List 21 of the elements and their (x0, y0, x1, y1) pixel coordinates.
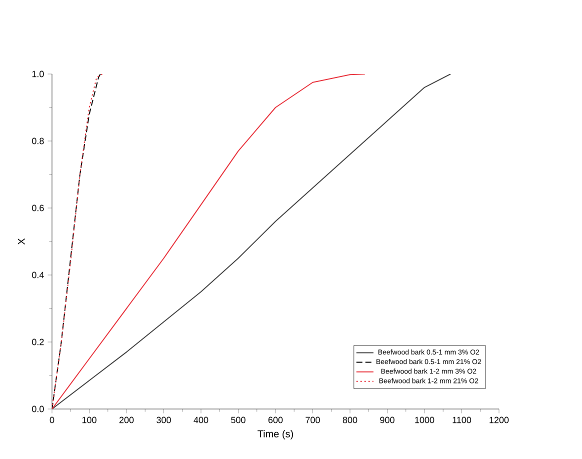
x-tick-label: 1000 (415, 416, 434, 424)
y-tick-label: 0.4 (32, 272, 44, 278)
y-tick-label: 1.0 (32, 70, 44, 78)
x-tick-label: 900 (380, 416, 394, 424)
y-axis-title: X (18, 238, 25, 245)
x-tick-label: 0 (50, 416, 54, 424)
x-tick-label: 500 (231, 416, 246, 424)
y-tick-label: 0.2 (32, 338, 44, 346)
y-tick-label: 0.0 (32, 406, 44, 412)
x-tick-label: 1200 (490, 416, 509, 424)
y-tick-label: 0.6 (32, 204, 44, 212)
y-tick-label: 0.8 (32, 138, 44, 144)
x-tick-label: 200 (119, 416, 134, 424)
x-tick-label: 1100 (452, 416, 472, 424)
x-tick-label: 300 (156, 416, 171, 424)
x-tick-label: 400 (194, 416, 208, 424)
x-tick-label: 100 (82, 416, 96, 424)
x-tick-label: 800 (342, 416, 358, 424)
x-tick-label: 600 (268, 416, 283, 424)
x-tick-label: 700 (306, 416, 320, 424)
x-axis-title: Time (s) (258, 430, 294, 440)
